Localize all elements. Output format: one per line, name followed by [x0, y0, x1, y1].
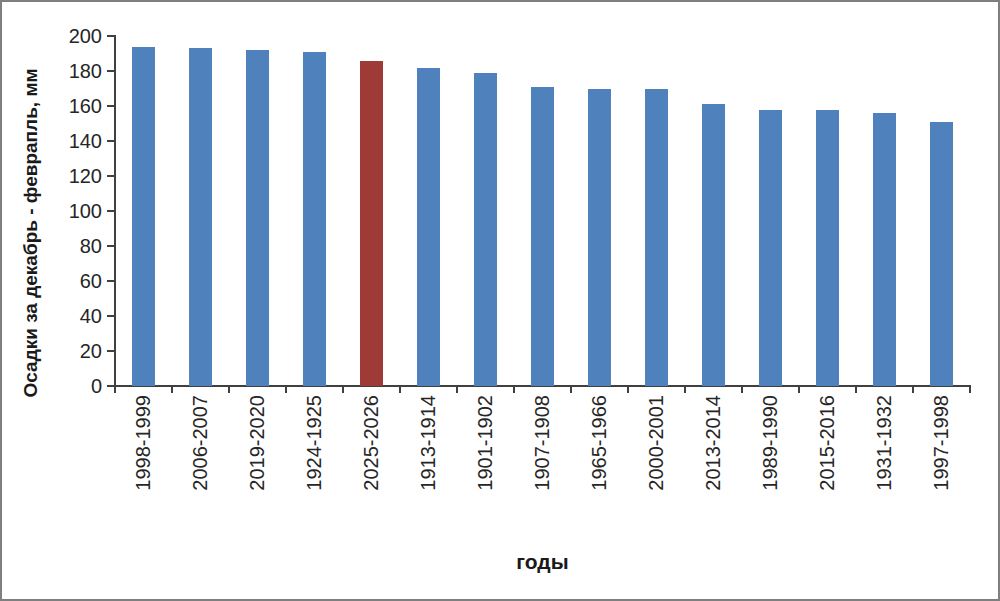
y-tick-label: 40 — [2, 305, 102, 327]
bar — [246, 50, 269, 386]
x-category-label-slot: 1931-1932 — [856, 395, 913, 491]
bar — [189, 48, 212, 386]
y-tick-label: 140 — [2, 130, 102, 152]
bar-slot — [628, 36, 685, 386]
x-category-label: 1924-1925 — [303, 395, 326, 491]
x-tick-mark — [912, 387, 914, 393]
bar — [474, 73, 497, 386]
x-category-label-slot: 1913-1914 — [400, 395, 457, 491]
x-tick-mark — [456, 387, 458, 393]
bar — [645, 89, 668, 387]
x-category-label: 2013-2014 — [702, 395, 725, 491]
bar-slot — [913, 36, 970, 386]
x-tick-mark — [114, 387, 116, 393]
x-category-label-slot: 1998-1999 — [115, 395, 172, 491]
bar — [702, 104, 725, 386]
bar-slot — [742, 36, 799, 386]
x-tick-mark — [741, 387, 743, 393]
x-category-label-slot: 1924-1925 — [286, 395, 343, 491]
bar-slot — [514, 36, 571, 386]
x-tick-mark — [342, 387, 344, 393]
x-category-label: 1931-1932 — [873, 395, 896, 491]
bar — [531, 87, 554, 386]
y-tick-label: 0 — [2, 375, 102, 397]
bar-slot — [343, 36, 400, 386]
y-tick-label: 120 — [2, 165, 102, 187]
x-category-label: 1901-1902 — [474, 395, 497, 491]
x-category-label: 2000-2001 — [645, 395, 668, 491]
x-category-label-slot: 2015-2016 — [799, 395, 856, 491]
bar-slot — [229, 36, 286, 386]
bar-slot — [856, 36, 913, 386]
y-tick-label: 100 — [2, 200, 102, 222]
x-category-label: 1913-1914 — [417, 395, 440, 491]
x-category-label-slot: 2013-2014 — [685, 395, 742, 491]
x-category-label: 2006-2007 — [189, 395, 212, 491]
x-axis-category-labels: 1998-1999 2006-2007 2019-2020 1924-1925 2025… — [115, 395, 970, 545]
x-category-label: 2019-2020 — [246, 395, 269, 491]
x-category-label: 1965-1966 — [588, 395, 611, 491]
bar-slot — [172, 36, 229, 386]
x-category-label: 2025-2026 — [360, 395, 383, 491]
x-category-label-slot: 2000-2001 — [628, 395, 685, 491]
bar-slot — [115, 36, 172, 386]
x-category-label-slot: 1989-1990 — [742, 395, 799, 491]
bar — [132, 47, 155, 387]
x-tick-mark — [855, 387, 857, 393]
bar — [588, 89, 611, 387]
x-category-label: 1997-1998 — [930, 395, 953, 491]
x-category-label-slot: 1965-1966 — [571, 395, 628, 491]
x-category-label: 2015-2016 — [816, 395, 839, 491]
bar-slot — [685, 36, 742, 386]
bar — [930, 122, 953, 386]
x-category-label-slot: 1997-1998 — [913, 395, 970, 491]
x-category-label: 1907-1908 — [531, 395, 554, 491]
x-tick-mark — [399, 387, 401, 393]
x-tick-mark — [228, 387, 230, 393]
bar-slot — [400, 36, 457, 386]
bar — [759, 110, 782, 387]
x-category-label-slot: 2006-2007 — [172, 395, 229, 491]
chart-frame: Осадки за декабрь - феврапль, мм 0204060… — [0, 0, 1000, 601]
bar-slot — [571, 36, 628, 386]
bar — [417, 68, 440, 387]
bar-series — [115, 36, 970, 386]
x-axis-title: годы — [115, 550, 970, 574]
x-category-label-slot: 2019-2020 — [229, 395, 286, 491]
y-tick-label: 80 — [2, 235, 102, 257]
y-tick-label: 20 — [2, 340, 102, 362]
bar — [303, 52, 326, 386]
x-category-label: 1989-1990 — [759, 395, 782, 491]
x-tick-mark — [969, 387, 971, 393]
x-tick-mark — [684, 387, 686, 393]
x-tick-mark — [627, 387, 629, 393]
bar-slot — [286, 36, 343, 386]
x-tick-mark — [570, 387, 572, 393]
x-category-label-slot: 2025-2026 — [343, 395, 400, 491]
x-tick-mark — [798, 387, 800, 393]
bar-slot — [457, 36, 514, 386]
x-category-label-slot: 1901-1902 — [457, 395, 514, 491]
y-tick-label: 180 — [2, 60, 102, 82]
x-category-label: 1998-1999 — [132, 395, 155, 491]
x-tick-mark — [285, 387, 287, 393]
bar-slot — [799, 36, 856, 386]
y-tick-label: 160 — [2, 95, 102, 117]
y-tick-label: 60 — [2, 270, 102, 292]
x-tick-mark — [513, 387, 515, 393]
bar-highlighted — [360, 61, 383, 387]
x-category-label-slot: 1907-1908 — [514, 395, 571, 491]
bar — [816, 110, 839, 387]
x-tick-mark — [171, 387, 173, 393]
y-tick-label: 200 — [2, 25, 102, 47]
bar — [873, 113, 896, 386]
